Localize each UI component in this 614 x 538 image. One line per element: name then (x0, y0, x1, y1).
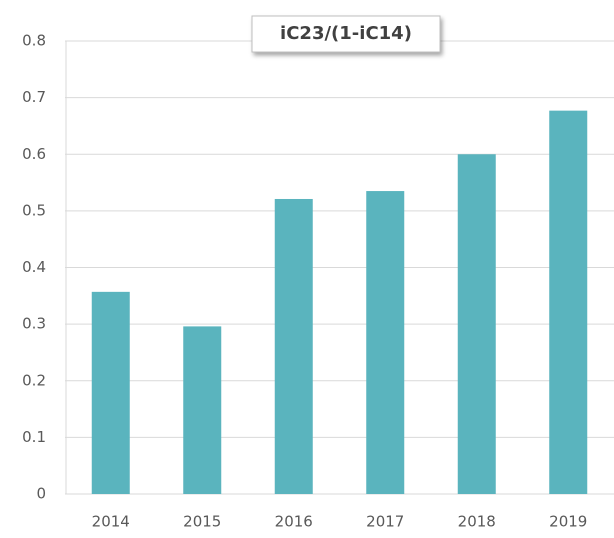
x-tick-label: 2018 (458, 513, 496, 531)
x-tick-label: 2015 (183, 513, 221, 531)
y-tick-label: 0.3 (22, 315, 46, 333)
chart-title: iC23/(1-iC14) (280, 23, 412, 44)
plot-area: 0 0.1 0.2 0.3 0.4 0.5 0.6 0.7 0.8 2014 2015 2016 201… (22, 32, 614, 531)
x-tick-label: 2017 (366, 513, 404, 531)
x-tick-label: 2014 (92, 513, 130, 531)
y-tick-label: 0.2 (22, 371, 46, 389)
y-tick-label: 0.4 (22, 258, 46, 276)
y-tick-label: 0.5 (22, 201, 46, 219)
y-tick-label: 0 (36, 485, 46, 503)
y-tick-label: 0.7 (22, 88, 46, 106)
y-tick-label: 0.1 (22, 428, 46, 446)
y-tick-label: 0.8 (22, 32, 46, 50)
x-tick-label: 2019 (549, 513, 587, 531)
bar (91, 291, 130, 494)
bar (183, 326, 222, 494)
bar (457, 154, 496, 494)
x-tick-label: 2016 (275, 513, 313, 531)
bar (366, 191, 405, 494)
bar (549, 110, 588, 495)
y-tick-label: 0.6 (22, 145, 46, 163)
bar (274, 198, 313, 494)
title-box (251, 15, 441, 53)
